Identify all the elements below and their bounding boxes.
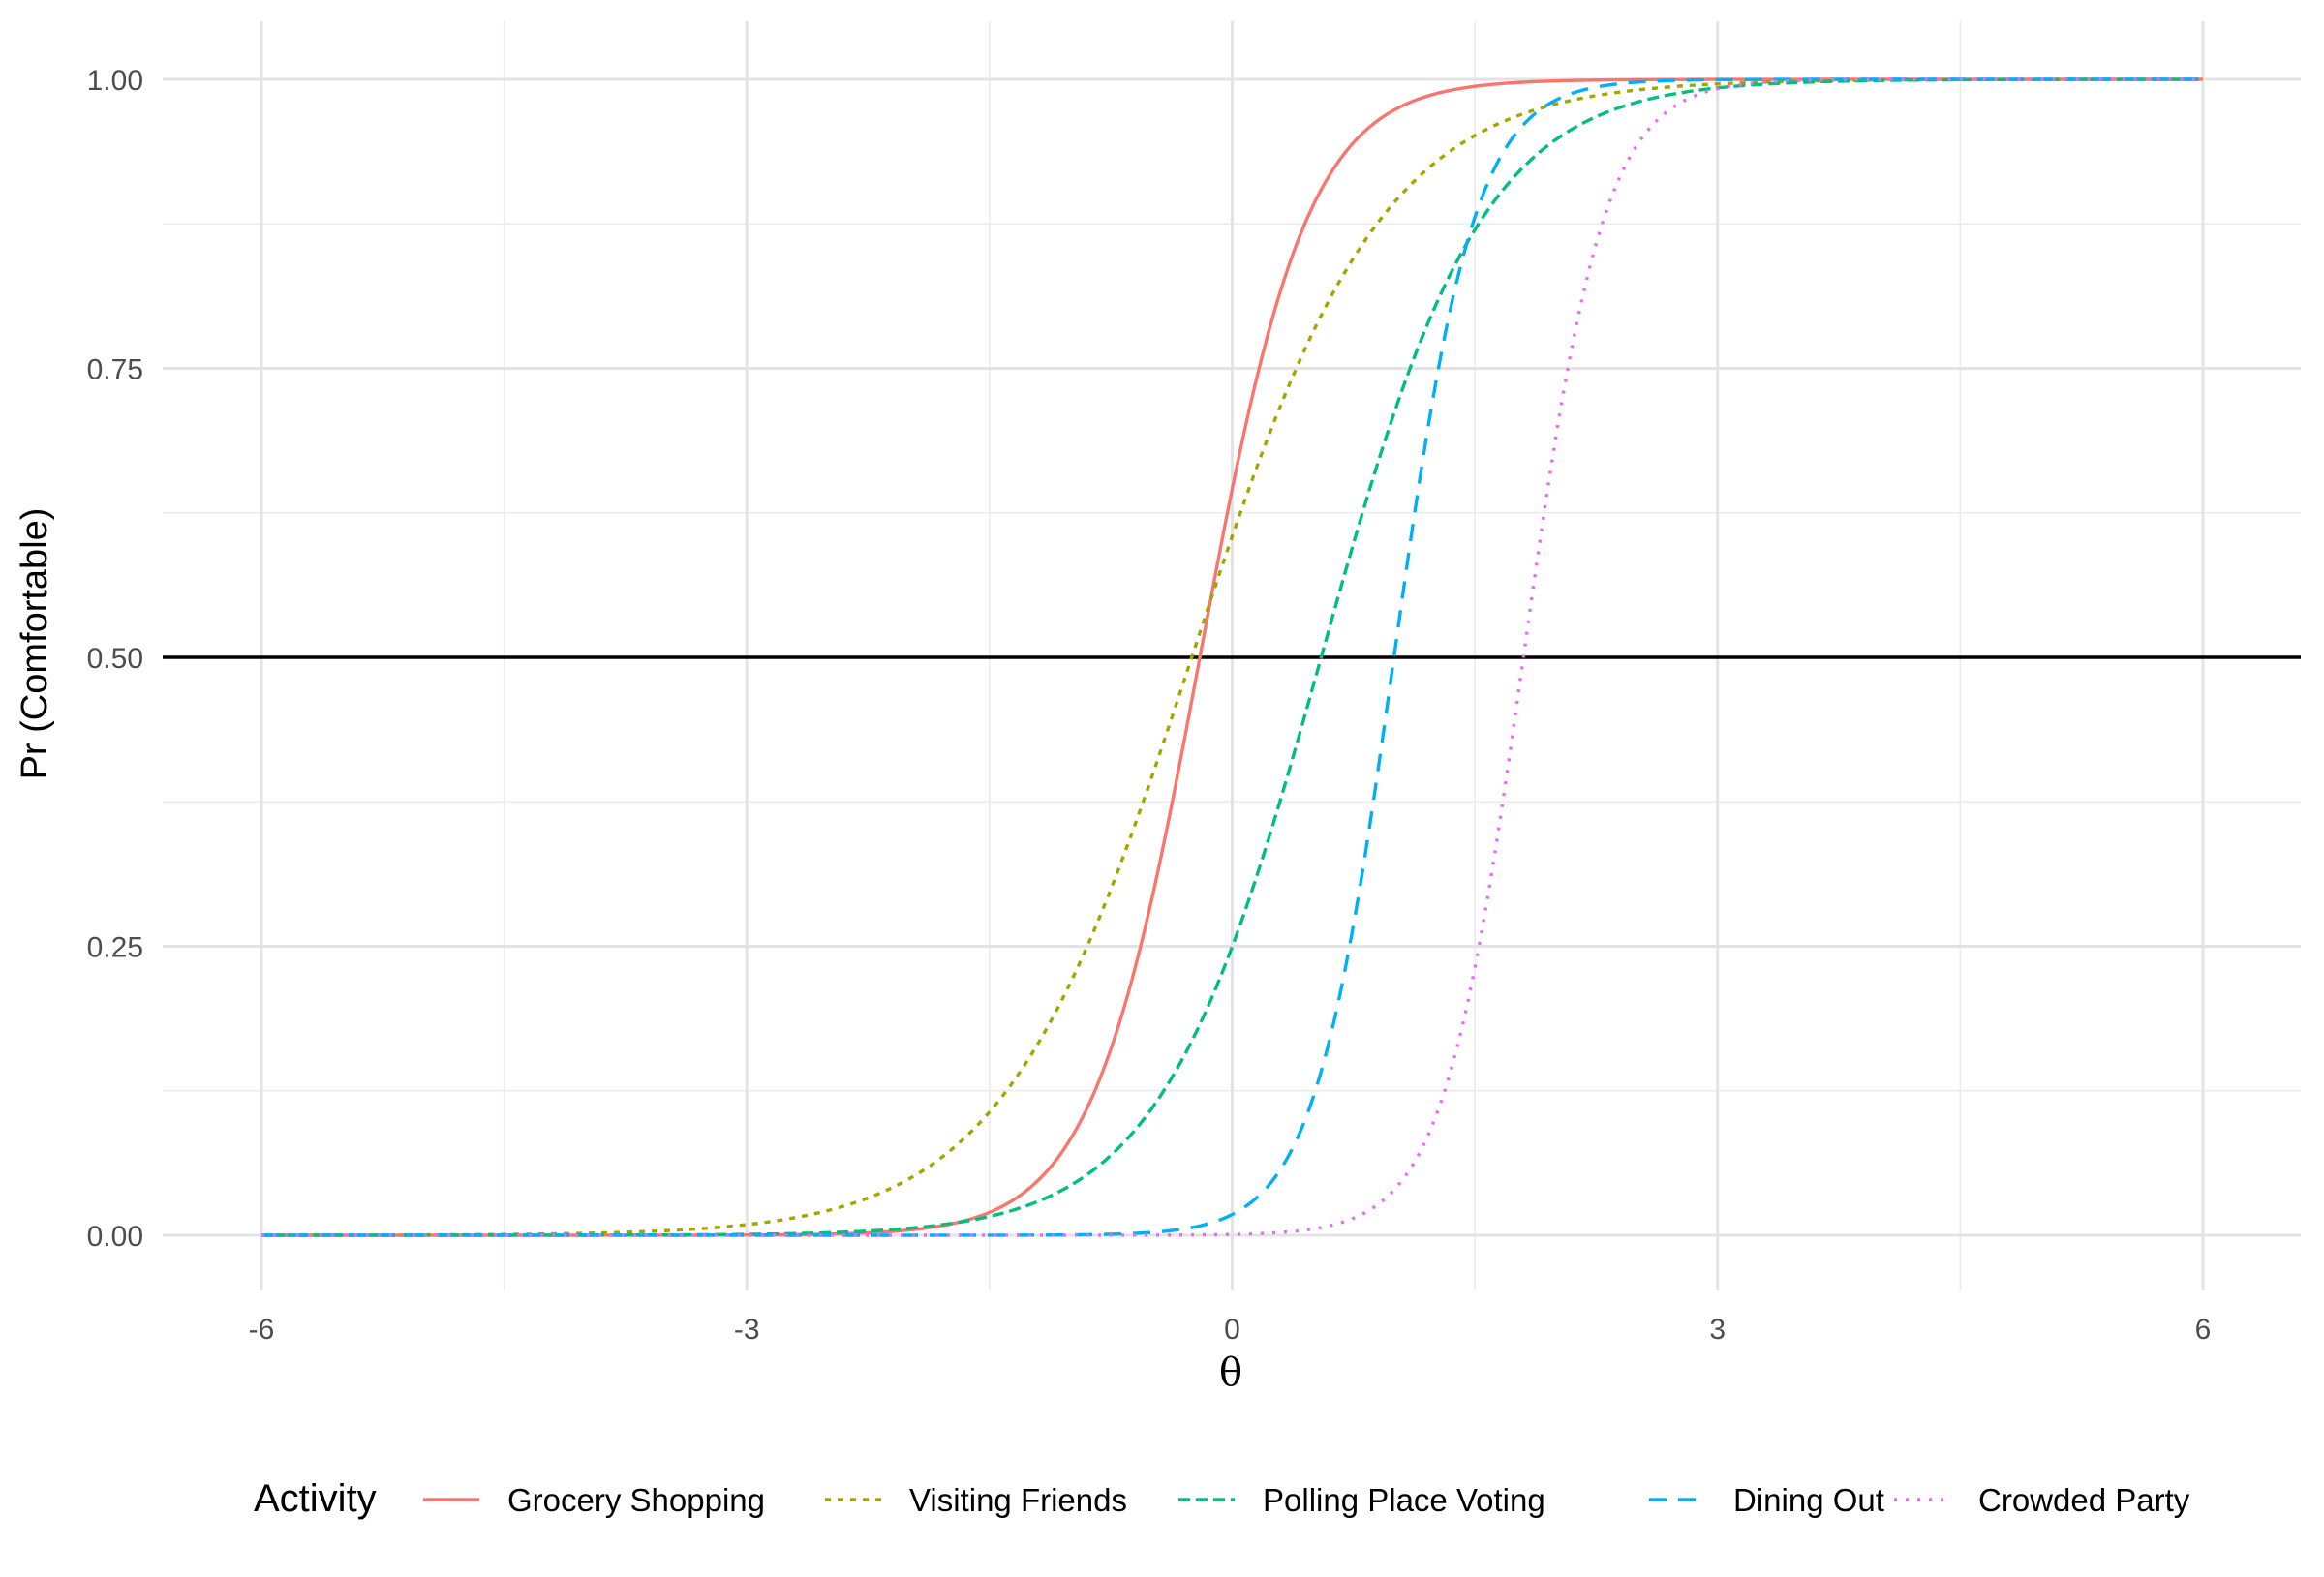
y-tick-label: 0.50 bbox=[87, 643, 143, 675]
series-line bbox=[261, 77, 2203, 1237]
x-tick-label: 3 bbox=[1709, 1314, 1726, 1346]
legend-label: Grocery Shopping bbox=[507, 1482, 765, 1518]
x-tick-label: -6 bbox=[249, 1314, 275, 1346]
x-axis-title: θ bbox=[1219, 1350, 1242, 1395]
legend-label: Polling Place Voting bbox=[1263, 1482, 1545, 1518]
legend: Activity Grocery Shopping Visiting Friend… bbox=[254, 1477, 2190, 1520]
y-tick-label: 0.75 bbox=[87, 354, 143, 386]
y-tick-label: 0.00 bbox=[87, 1221, 143, 1253]
y-tick-label: 1.00 bbox=[87, 65, 143, 97]
legend-label: Dining Out bbox=[1733, 1482, 1884, 1518]
series-layer bbox=[261, 77, 2203, 1237]
legend-label: Crowded Party bbox=[1978, 1482, 2190, 1518]
y-axis-title: Pr (Comfortable) bbox=[15, 508, 55, 780]
series-line bbox=[261, 77, 2203, 1237]
x-tick-label: 6 bbox=[2195, 1314, 2212, 1346]
x-tick-label: -3 bbox=[734, 1314, 760, 1346]
legend-items: Grocery Shopping Visiting Friends Polling … bbox=[423, 1482, 2190, 1518]
x-tick-label: 0 bbox=[1224, 1314, 1240, 1346]
y-tick-label: 0.25 bbox=[87, 932, 143, 964]
y-tick-labels: 0.00 0.25 0.50 0.75 1.00 bbox=[87, 65, 143, 1253]
legend-label: Visiting Friends bbox=[909, 1482, 1127, 1518]
legend-title: Activity bbox=[254, 1477, 377, 1520]
x-tick-labels: -6 -3 0 3 6 bbox=[249, 1314, 2212, 1346]
